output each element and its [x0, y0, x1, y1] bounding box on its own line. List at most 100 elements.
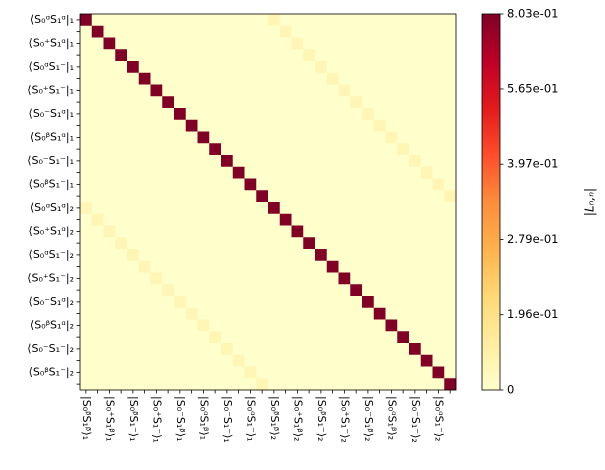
cell [209, 84, 222, 97]
cell [197, 190, 210, 203]
cell [185, 37, 198, 50]
cell [432, 178, 445, 191]
cell [373, 319, 386, 332]
cell [279, 49, 292, 62]
cell [315, 166, 328, 179]
cell [291, 260, 304, 273]
cell [256, 354, 269, 367]
cell [174, 178, 187, 191]
cell [350, 166, 363, 179]
cell [115, 14, 128, 27]
cell [115, 343, 128, 356]
cell [150, 49, 163, 62]
cell [350, 25, 363, 38]
cell [103, 343, 116, 356]
cell [197, 108, 210, 121]
cell [162, 249, 175, 262]
cell [138, 354, 151, 367]
cell [338, 284, 351, 297]
x-tick-label: |S₀⁺S₁⁻⟩₂ [338, 396, 351, 443]
cell [420, 84, 433, 97]
cell [420, 378, 433, 391]
cell [303, 225, 316, 238]
cell [362, 119, 375, 132]
cell [397, 213, 410, 226]
cell [432, 331, 445, 344]
cell [185, 25, 198, 38]
cell [256, 49, 269, 62]
cell [444, 213, 457, 226]
cell [420, 155, 433, 168]
colorbar-tick-label: 1.96e-01 [507, 307, 558, 321]
cell [373, 108, 386, 121]
cell [232, 143, 245, 156]
cell [138, 249, 151, 262]
cell [362, 343, 375, 356]
cell [409, 319, 422, 332]
cell [174, 307, 187, 320]
cell [244, 49, 257, 62]
cell [244, 178, 257, 191]
cell [103, 84, 116, 97]
cell [138, 166, 151, 179]
cell [385, 284, 398, 297]
y-tick-label: ⟨S₀ᵝS₁ᵅ|₁ [30, 130, 74, 143]
cell [80, 108, 93, 121]
cell [209, 166, 222, 179]
cell [279, 14, 292, 27]
cell [115, 237, 128, 250]
cell [315, 155, 328, 168]
cell [244, 119, 257, 132]
cell [127, 190, 140, 203]
cell [326, 343, 339, 356]
x-tick-label: |S₀⁻S₁ᵝ⟩₁ [174, 396, 187, 441]
cell [91, 307, 104, 320]
cell [162, 272, 175, 285]
cell [209, 343, 222, 356]
cell [209, 119, 222, 132]
cell [197, 202, 210, 215]
cell [350, 319, 363, 332]
cell [232, 61, 245, 74]
cell [444, 166, 457, 179]
cell [185, 166, 198, 179]
cell [256, 213, 269, 226]
cell [315, 213, 328, 226]
cell [80, 37, 93, 50]
cell [103, 96, 116, 109]
cell [303, 260, 316, 273]
cell [162, 354, 175, 367]
cell [268, 296, 281, 309]
y-tick-label: ⟨S₀ᵅS₁ᵅ|₂ [30, 201, 74, 214]
cell [385, 119, 398, 132]
cell [244, 249, 257, 262]
cell [315, 119, 328, 132]
cell [244, 225, 257, 238]
cell [279, 284, 292, 297]
cell [268, 366, 281, 379]
cell [256, 96, 269, 109]
cell [373, 131, 386, 144]
cell [268, 190, 281, 203]
cell [197, 119, 210, 132]
cell [444, 331, 457, 344]
cell [256, 237, 269, 250]
cell [174, 249, 187, 262]
cell [91, 366, 104, 379]
cell [150, 260, 163, 273]
cell [209, 61, 222, 74]
cell [315, 49, 328, 62]
cell [397, 272, 410, 285]
cell [350, 37, 363, 50]
cell [373, 61, 386, 74]
cell [303, 14, 316, 27]
cell [256, 178, 269, 191]
cell [162, 155, 175, 168]
cell [420, 49, 433, 62]
cell [221, 143, 234, 156]
cell [350, 378, 363, 391]
cell [162, 366, 175, 379]
cell [409, 354, 422, 367]
cell [138, 178, 151, 191]
cell [385, 296, 398, 309]
